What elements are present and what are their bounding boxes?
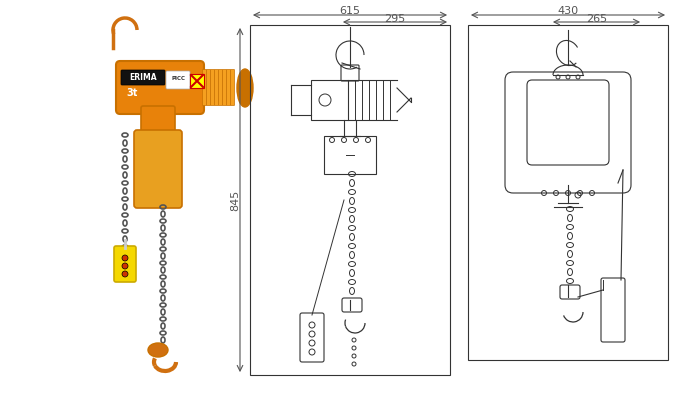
- FancyBboxPatch shape: [227, 70, 231, 106]
- Text: ERIMA: ERIMA: [129, 72, 157, 82]
- Circle shape: [122, 255, 128, 261]
- Text: 845: 845: [230, 189, 240, 211]
- Circle shape: [122, 263, 128, 269]
- Circle shape: [122, 271, 128, 277]
- FancyBboxPatch shape: [211, 70, 215, 106]
- FancyBboxPatch shape: [166, 71, 190, 89]
- FancyBboxPatch shape: [116, 61, 204, 114]
- FancyBboxPatch shape: [215, 70, 218, 106]
- FancyBboxPatch shape: [231, 70, 234, 106]
- Text: 3t: 3t: [126, 88, 138, 98]
- FancyBboxPatch shape: [222, 70, 227, 106]
- Text: 615: 615: [339, 6, 361, 16]
- FancyBboxPatch shape: [141, 106, 175, 132]
- Text: 265: 265: [586, 14, 607, 24]
- Text: 295: 295: [384, 14, 406, 24]
- FancyBboxPatch shape: [206, 70, 211, 106]
- Text: PICC: PICC: [171, 76, 185, 82]
- Ellipse shape: [148, 343, 168, 357]
- FancyBboxPatch shape: [121, 70, 165, 85]
- Text: 430: 430: [557, 6, 578, 16]
- FancyBboxPatch shape: [134, 130, 182, 208]
- Ellipse shape: [237, 69, 253, 107]
- FancyBboxPatch shape: [114, 246, 136, 282]
- FancyBboxPatch shape: [190, 74, 204, 88]
- FancyBboxPatch shape: [218, 70, 222, 106]
- FancyBboxPatch shape: [202, 70, 206, 106]
